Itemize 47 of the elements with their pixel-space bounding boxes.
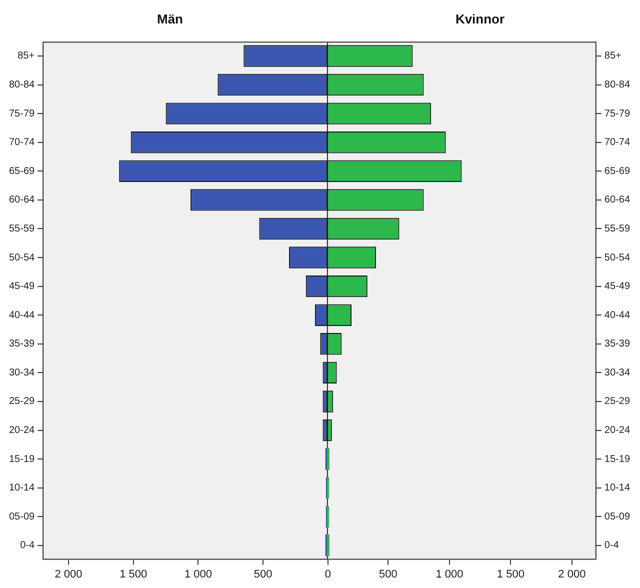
x-tick-label: 500 xyxy=(378,568,398,580)
y-tick-label: 80-84 xyxy=(604,80,630,91)
y-tick-label: 70-74 xyxy=(604,137,630,148)
y-tick-label: 30-34 xyxy=(604,367,630,378)
y-tick-label: 55-59 xyxy=(9,223,36,234)
chart-title: Män xyxy=(157,11,184,26)
y-tick-label: 45-49 xyxy=(604,281,630,292)
y-tick-label: 55-59 xyxy=(604,223,630,234)
y-tick-label: 35-39 xyxy=(9,338,36,350)
x-tick-label: 1 500 xyxy=(496,568,524,580)
y-tick-label: 70-74 xyxy=(9,137,36,148)
y-tick-label: 0-4 xyxy=(604,540,620,552)
y-tick-label: 50-54 xyxy=(604,252,630,264)
y-tick-label: 40-44 xyxy=(604,310,630,321)
y-tick-label: 05-09 xyxy=(604,511,630,522)
y-tick-label: 25-29 xyxy=(604,396,630,408)
x-tick-label: 1 000 xyxy=(436,568,464,580)
chart-title: Kvinnor xyxy=(455,11,504,26)
y-tick-label: 60-64 xyxy=(9,194,36,206)
y-tick-label: 75-79 xyxy=(604,108,630,120)
y-tick-label: 25-29 xyxy=(9,396,36,408)
y-tick-label: 85+ xyxy=(604,50,622,62)
x-tick-label: 1 000 xyxy=(184,568,212,580)
y-tick-label: 10-14 xyxy=(9,482,36,494)
x-tick-label: 2 000 xyxy=(558,568,586,580)
y-tick-label: 15-19 xyxy=(604,454,630,465)
x-tick-label: 0 xyxy=(324,568,332,580)
y-tick-label: 85+ xyxy=(18,50,35,62)
y-tick-label: 50-54 xyxy=(9,252,36,264)
y-tick-label: 75-79 xyxy=(9,108,36,120)
y-tick-label: 65-69 xyxy=(604,166,630,177)
y-tick-label: 0-4 xyxy=(20,540,36,552)
y-tick-label: 65-69 xyxy=(9,166,36,177)
y-tick-label: 35-39 xyxy=(604,338,630,350)
y-tick-label: 45-49 xyxy=(9,281,36,292)
x-tick-label: 1 500 xyxy=(120,568,148,580)
y-tick-label: 20-24 xyxy=(604,425,630,436)
y-tick-label: 20-24 xyxy=(9,425,36,436)
y-tick-label: 15-19 xyxy=(9,454,36,465)
y-tick-label: 40-44 xyxy=(9,310,36,321)
y-tick-label: 05-09 xyxy=(9,511,36,522)
y-tick-label: 60-64 xyxy=(604,194,630,206)
y-tick-label: 80-84 xyxy=(9,80,36,91)
y-tick-label: 30-34 xyxy=(9,367,36,378)
x-tick-label: 2 000 xyxy=(54,568,82,580)
x-tick-label: 500 xyxy=(254,568,272,580)
y-tick-label: 10-14 xyxy=(604,482,630,494)
